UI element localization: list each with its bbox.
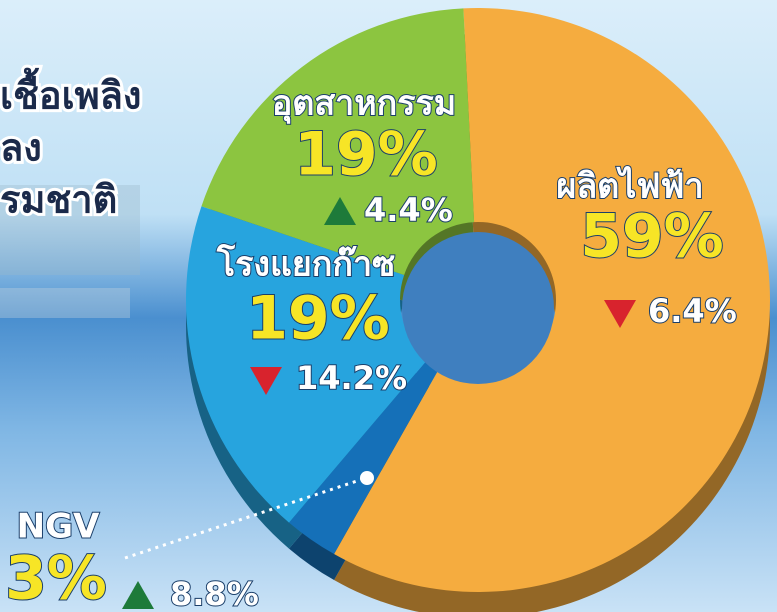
title-line: รมชาติ bbox=[0, 178, 117, 222]
infographic: เชื้อเพลิงลงรมชาติ ผลิตไฟฟ้า59% 6.4% NGV3%… bbox=[0, 0, 777, 612]
change-label: 8.8% bbox=[170, 575, 259, 612]
value-label: 3% bbox=[5, 544, 107, 612]
change-label: 14.2% bbox=[296, 359, 407, 397]
category-label: ผลิตไฟฟ้า bbox=[556, 166, 703, 207]
chart: เชื้อเพลิงลงรมชาติ ผลิตไฟฟ้า59% 6.4% NGV3%… bbox=[0, 0, 777, 612]
hole bbox=[402, 232, 554, 384]
leader-dot bbox=[360, 471, 374, 485]
title-line: เชื้อเพลิง bbox=[0, 68, 141, 118]
category-label: อุตสาหกรรม bbox=[272, 84, 456, 125]
change-label: 4.4% bbox=[364, 191, 453, 229]
value-label: 19% bbox=[246, 284, 390, 354]
value-label: 59% bbox=[580, 202, 724, 272]
change-label: 6.4% bbox=[648, 292, 737, 330]
change-arrow bbox=[122, 581, 154, 609]
title-line: ลง bbox=[0, 126, 42, 170]
category-label: โรงแยกก๊าซ bbox=[216, 244, 395, 285]
category-label: NGV bbox=[17, 507, 100, 547]
value-label: 19% bbox=[294, 120, 438, 190]
